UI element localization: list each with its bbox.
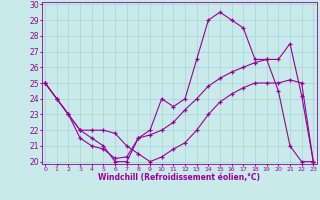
X-axis label: Windchill (Refroidissement éolien,°C): Windchill (Refroidissement éolien,°C) [98,173,260,182]
